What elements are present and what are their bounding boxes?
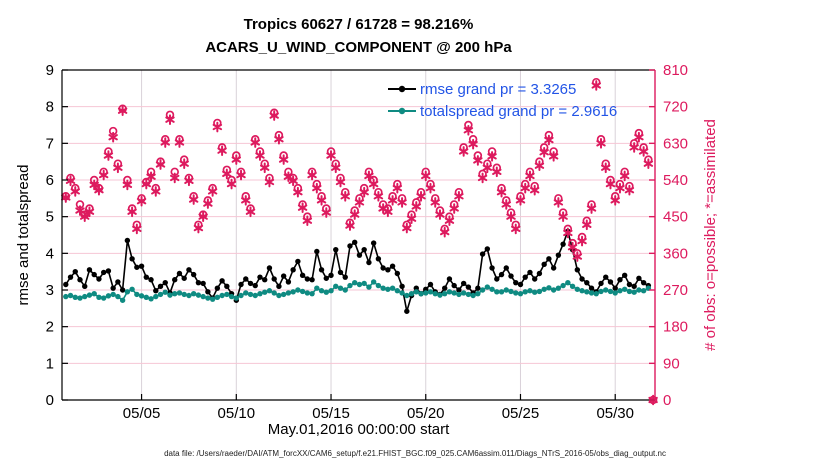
legend-label-totalspread: totalspread grand pr = 2.9616: [420, 102, 618, 120]
legend-entry-rmse: rmse grand pr = 3.3265: [388, 78, 617, 100]
svg-text:05/15: 05/15: [312, 405, 350, 422]
svg-text:05/05: 05/05: [123, 405, 161, 422]
svg-text:1: 1: [46, 355, 54, 372]
svg-text:180: 180: [663, 319, 688, 336]
svg-text:540: 540: [663, 172, 688, 189]
y-axis-label-left: rmse and totalspread: [15, 164, 32, 306]
svg-text:05/20: 05/20: [407, 405, 445, 422]
legend-marker-rmse-icon: [388, 85, 416, 93]
svg-text:7: 7: [46, 135, 54, 152]
totalspread-series: [63, 279, 652, 303]
svg-text:270: 270: [663, 282, 688, 299]
svg-text:360: 360: [663, 245, 688, 262]
legend-label-rmse: rmse grand pr = 3.3265: [420, 80, 577, 98]
svg-text:05/10: 05/10: [218, 405, 256, 422]
assimilated-series: [61, 80, 658, 406]
svg-text:8: 8: [46, 99, 54, 116]
svg-text:810: 810: [663, 62, 688, 79]
svg-text:5: 5: [46, 209, 54, 226]
svg-text:0: 0: [663, 392, 671, 409]
svg-text:9: 9: [46, 62, 54, 79]
svg-text:0: 0: [46, 392, 54, 409]
axes: 012345678909018027036045054063072081005/…: [46, 62, 688, 422]
y-axis-label-right: # of obs: o=possible; *=assimilated: [702, 119, 719, 351]
svg-text:2: 2: [46, 319, 54, 336]
legend-entry-totalspread: totalspread grand pr = 2.9616: [388, 100, 617, 122]
svg-text:4: 4: [46, 245, 54, 262]
svg-text:6: 6: [46, 172, 54, 189]
data-file-path: data file: /Users/raeder/DAI/ATM_forcXX/…: [164, 449, 666, 458]
svg-text:05/30: 05/30: [596, 405, 634, 422]
chart-legend: rmse grand pr = 3.3265 totalspread grand…: [388, 78, 617, 122]
legend-marker-totalspread-icon: [388, 107, 416, 115]
chart-title-line1: Tropics 60627 / 61728 = 98.216%: [243, 16, 474, 33]
chart-title-line2: ACARS_U_WIND_COMPONENT @ 200 hPa: [205, 39, 512, 56]
svg-text:450: 450: [663, 209, 688, 226]
possible-series: [61, 77, 658, 405]
svg-text:630: 630: [663, 135, 688, 152]
x-axis-label: May.01,2016 00:00:00 start: [267, 421, 450, 438]
svg-text:720: 720: [663, 99, 688, 116]
gridlines: [62, 70, 655, 400]
svg-text:90: 90: [663, 355, 680, 372]
rmse-series: [63, 228, 652, 314]
svg-text:3: 3: [46, 282, 54, 299]
svg-text:05/25: 05/25: [502, 405, 540, 422]
